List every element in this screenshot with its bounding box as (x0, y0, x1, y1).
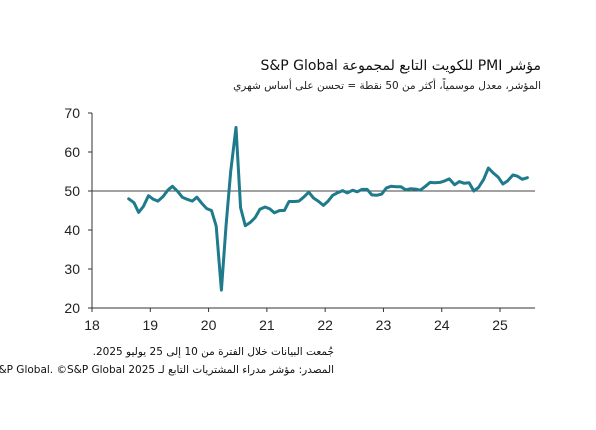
x-tick-label: 24 (434, 317, 450, 333)
footnote-source: المصدر: مؤشر مدراء المشتريات التابع لـ S… (0, 364, 334, 376)
x-tick-label: 19 (143, 317, 159, 333)
chart-title: مؤشر PMI للكويت التابع لمجموعة S&P Globa… (260, 58, 541, 74)
x-tick-label: 23 (376, 317, 392, 333)
x-tick-label: 18 (84, 317, 100, 333)
x-tick-label: 25 (492, 317, 508, 333)
footnote-data-collection: جُمعت البيانات خلال الفترة من 10 إلى 25 … (92, 346, 334, 358)
y-tick-label: 20 (64, 300, 80, 316)
y-tick-label: 60 (64, 144, 80, 160)
x-tick-labels: 18 19 20 21 22 23 24 25 (84, 317, 508, 333)
x-tick-label: 21 (259, 317, 275, 333)
x-tick-label: 22 (317, 317, 333, 333)
chart-axes (88, 112, 535, 312)
y-tick-label: 30 (64, 261, 80, 277)
y-tick-label: 70 (64, 105, 80, 121)
pmi-series-line (127, 125, 529, 292)
chart-subtitle: المؤشر، معدل موسمياً، أكثر من 50 نقطة = … (233, 80, 541, 92)
x-tick-label: 20 (201, 317, 217, 333)
y-tick-label: 50 (64, 183, 80, 199)
series-group (127, 125, 529, 292)
y-tick-label: 40 (64, 222, 80, 238)
y-tick-labels: 20 30 40 50 60 70 (64, 105, 80, 316)
